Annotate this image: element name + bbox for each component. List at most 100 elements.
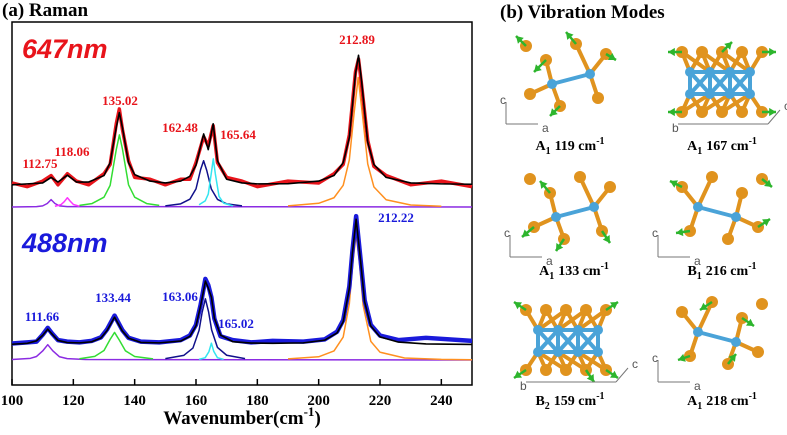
bond [555,205,595,219]
axis-letter: a [694,254,701,268]
atom-s [524,173,536,185]
atom-mo [551,212,561,222]
axis-line [615,367,629,383]
mode-superscript: -1 [601,261,609,272]
spectrum-line [11,198,473,208]
mode-arrow-head [728,354,736,362]
mode-arrow-head [514,370,522,378]
axis-letter: c [652,351,658,365]
atom-s [560,364,572,376]
mode-arrow-head [514,302,522,310]
x-tick-label: 220 [369,393,392,409]
axis-line [767,109,781,125]
mode-subscript: 2 [545,401,550,412]
x-tick-label: 200 [307,393,330,409]
spectrum-line [287,76,442,208]
axis-letter: c [632,357,638,371]
mode-arrow-head [678,353,686,362]
mode-arrow-head [769,107,776,117]
atom-s [722,233,734,245]
mode-frequency: 218 cm [706,394,749,409]
panel-label: 647nm [22,34,108,64]
x-axis-label: Wavenumber(cm-1) [163,404,321,429]
atom-s [604,181,616,193]
mode-subscript: 1 [697,401,702,412]
atom-mo [725,89,735,99]
axis-letter: b [520,379,527,393]
atom-s [676,306,688,318]
mode-arrow-head [762,219,770,227]
mode-superscript: -1 [749,391,757,402]
atom-mo [533,325,543,335]
mode-label: A1 133 cm-1 [539,261,609,282]
mode-arrow-head [522,229,530,237]
mode-label: A1 218 cm-1 [687,391,757,412]
mode-superscript: -1 [748,261,756,272]
bond [697,205,737,219]
atom-s [524,88,536,100]
x-tick-label: 120 [62,393,85,409]
atom-mo [725,67,735,77]
atom-mo [731,212,741,222]
mode-arrow-head [516,36,524,44]
mode-symbol: A [687,139,698,154]
mode-symbol: A [535,139,546,154]
mode-frequency: 159 cm [554,394,597,409]
atom-s [696,46,708,58]
axis-letter: c [652,226,658,240]
mode-arrow-head [700,302,708,310]
x-tick-label: 160 [185,393,208,409]
axis-letter: a [546,254,553,268]
mode-frequency: 133 cm [558,264,601,279]
mode-subscript: 1 [697,271,702,282]
atom-mo [553,347,563,357]
spectrum-line [54,197,80,207]
atom-mo [585,69,595,79]
atom-mo [533,347,543,357]
mode-arrow-head [764,179,772,187]
x-axis-label-end: ) [314,408,320,429]
peak-label: 111.66 [25,309,60,324]
mode-arrow-head [724,42,732,50]
mode-label: A1 167 cm-1 [687,136,757,157]
x-tick-label: 180 [246,393,269,409]
plot-frame [11,21,473,386]
peak-label: 112.75 [22,156,58,171]
mode-arrow-head [608,52,616,61]
atom-s [706,171,718,183]
mode-arrow-head [769,47,776,57]
mode-frequency: 216 cm [706,264,749,279]
mode-arrow-head [610,302,618,310]
x-axis-label-text: Wavenumber(cm [163,408,304,429]
mode-arrow-head [534,64,542,72]
peak-label: 212.89 [339,32,375,47]
axis-letter: a [694,379,701,393]
mode-arrow-head [676,227,684,237]
mode-superscript: -1 [596,391,604,402]
structure [521,171,616,252]
mode-arrow-head [668,107,675,117]
mode-arrow-head [550,108,558,116]
atom-mo [685,89,695,99]
spectrum-line [198,158,234,207]
peak-label: 165.64 [220,127,256,142]
atom-s [716,106,728,118]
atom-s [540,364,552,376]
mode-arrow-head [610,370,618,378]
mode-arrow-head [668,47,675,57]
atom-s [756,298,768,310]
spectrum-line [11,57,473,189]
atom-mo [731,337,741,347]
atom-s [592,92,604,104]
mode-symbol: B [535,394,544,409]
bond [551,72,591,86]
spectrum-line [11,218,473,346]
x-tick-label: 240 [430,393,453,409]
mode-arrow-head [746,318,754,326]
axis-letter: c [784,99,787,113]
atom-mo [745,89,755,99]
atom-mo [573,347,583,357]
mode-arrow-head [556,243,564,251]
peak-label: 212.22 [378,210,414,225]
